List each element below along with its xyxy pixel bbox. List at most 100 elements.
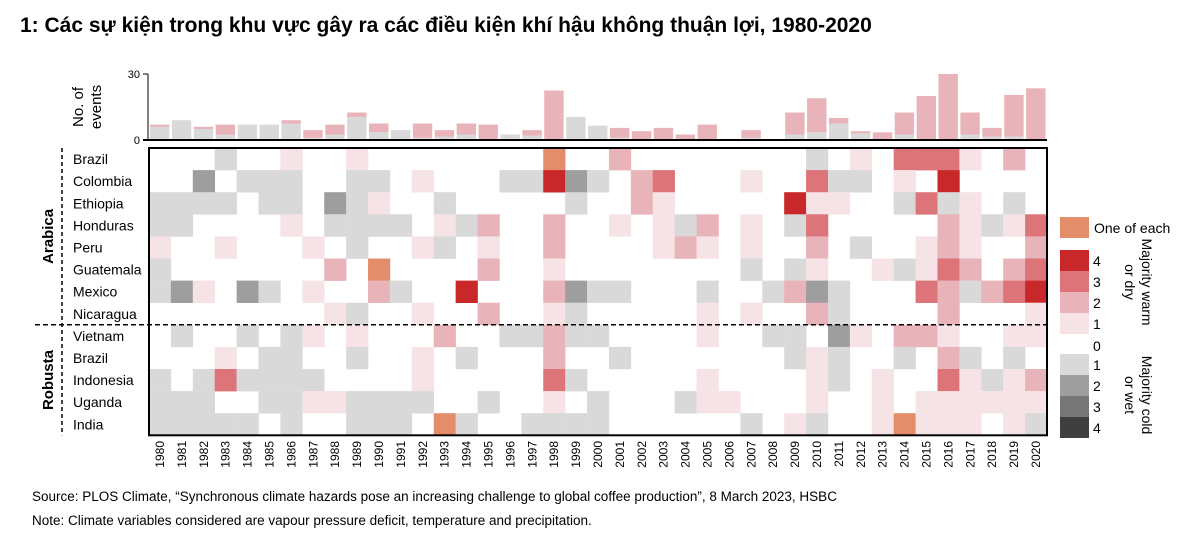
heatmap-cell-india-2016 — [937, 413, 960, 436]
heatmap-cell-vietnam-1989 — [346, 324, 369, 348]
x-tick-label-2013: 2013 — [876, 441, 890, 468]
heatmap-cell-honduras-2017 — [959, 214, 982, 237]
x-tick-label-2005: 2005 — [701, 441, 715, 468]
legend-swatch-cold-1 — [1060, 354, 1089, 375]
heatmap-cell-indonesia-1998 — [543, 369, 566, 392]
group-label-robusta: Robusta — [40, 349, 57, 410]
x-tick-label-1988: 1988 — [328, 441, 342, 468]
heatmap-cell-brazil-2019 — [1003, 148, 1026, 171]
heatmap-cell-nicaragua-1992 — [411, 302, 435, 326]
heatmap-cell-ethiopia-1981 — [170, 192, 194, 215]
heatmap-cell-indonesia-1999 — [565, 369, 588, 392]
heatmap-cell-colombia-1998 — [543, 170, 566, 193]
x-tick-label-1996: 1996 — [503, 441, 517, 468]
x-tick-label-1985: 1985 — [262, 441, 276, 468]
x-tick-label-1986: 1986 — [284, 441, 298, 468]
heatmap-cell-guatemala-1988 — [324, 258, 347, 281]
bar-warm-1994 — [456, 123, 477, 135]
x-tick-label-1980: 1980 — [153, 441, 167, 468]
heatmap-cell-honduras-2003 — [652, 214, 675, 237]
y-axis-label: events — [88, 85, 105, 129]
heatmap-cell-brazil-2019 — [1003, 346, 1026, 370]
heatmap-cell-colombia-2007 — [740, 170, 763, 193]
heatmap-cell-brazil-1998 — [543, 148, 566, 171]
heatmap-cell-uganda-2016 — [937, 391, 960, 414]
x-tick-label-2000: 2000 — [591, 441, 605, 468]
legend-swatch-cold-2 — [1060, 375, 1089, 396]
heatmap-cell-ethiopia-2011 — [827, 192, 851, 215]
heatmap-cell-vietnam-1984 — [236, 324, 259, 348]
heatmap-cell-brazil-2010 — [806, 346, 829, 370]
heatmap-cell-honduras-1998 — [543, 214, 566, 237]
heatmap-cell-colombia-1984 — [236, 170, 259, 193]
heatmap-cell-honduras-1981 — [170, 214, 194, 237]
heatmap-cell-india-1984 — [236, 413, 259, 436]
heatmap-cell-nicaragua-2020 — [1025, 302, 1048, 326]
heatmap-cell-guatemala-2016 — [937, 258, 960, 281]
heatmap-cell-guatemala-1980 — [149, 258, 172, 281]
legend-swatch-cold-3 — [1060, 396, 1089, 417]
heatmap-cell-brazil-1992 — [411, 346, 435, 370]
x-tick-label-1987: 1987 — [306, 441, 320, 468]
heatmap-cell-honduras-2018 — [981, 214, 1004, 237]
bar-cold-1989 — [347, 116, 367, 140]
heatmap-cell-ethiopia-2016 — [937, 192, 960, 215]
heatmap-cell-uganda-1988 — [324, 391, 347, 414]
heatmap-cell-colombia-2016 — [937, 170, 960, 193]
legend-label-cold-3: 3 — [1093, 399, 1101, 415]
x-tick-label-2003: 2003 — [657, 441, 671, 468]
bar-cold-2019 — [1004, 136, 1024, 140]
heatmap-cell-guatemala-2009 — [784, 258, 807, 281]
heatmap-cell-nicaragua-2011 — [827, 302, 851, 326]
heatmap-cell-mexico-2020 — [1025, 280, 1048, 303]
heatmap-cell-ethiopia-2014 — [893, 192, 916, 215]
heatmap-cell-mexico-2010 — [806, 280, 829, 303]
heatmap-cell-guatemala-2010 — [806, 258, 829, 281]
row-label-peru: Peru — [73, 239, 103, 255]
legend-label-cold-1: 1 — [1093, 357, 1101, 373]
bar-warm-2007 — [741, 130, 761, 138]
row-label-mexico: Mexico — [73, 284, 118, 300]
heatmap-cell-peru-1998 — [543, 236, 566, 259]
heatmap-cell-vietnam-1999 — [565, 324, 588, 348]
heatmap-cell-india-1990 — [368, 413, 391, 436]
bar-warm-1998 — [544, 90, 564, 140]
heatmap-cell-honduras-2007 — [740, 214, 763, 237]
heatmap-cell-peru-1993 — [433, 236, 456, 259]
heatmap-cell-indonesia-2020 — [1025, 369, 1048, 392]
heatmap-cell-india-1986 — [280, 413, 303, 436]
bar-warm-1997 — [522, 130, 542, 136]
row-label-ethiopia: Ethiopia — [73, 195, 124, 211]
heatmap-cell-colombia-2003 — [652, 170, 675, 193]
heatmap-cell-brazil-2016 — [937, 148, 960, 171]
heatmap-cell-mexico-2018 — [981, 280, 1004, 303]
heatmap-cell-colombia-1992 — [411, 170, 435, 193]
heatmap-cell-uganda-2000 — [587, 391, 610, 414]
row-label-guatemala: Guatemala — [73, 262, 142, 278]
heatmap-cell-guatemala-2017 — [959, 258, 982, 281]
heatmap-cell-india-2007 — [740, 413, 763, 436]
row-label-india: India — [73, 416, 104, 432]
heatmap-cell-uganda-1987 — [302, 391, 325, 414]
heatmap-cell-guatemala-2013 — [871, 258, 894, 281]
heatmap-cell-india-2017 — [959, 413, 982, 436]
x-tick-label-1993: 1993 — [438, 441, 452, 468]
x-tick-label-2012: 2012 — [854, 441, 868, 468]
heatmap-cell-uganda-2015 — [915, 391, 938, 414]
heatmap-cell-indonesia-1980 — [149, 369, 172, 392]
heatmap-cell-peru-1992 — [411, 236, 435, 259]
heatmap-cell-peru-2017 — [959, 236, 982, 259]
heatmap-cell-indonesia-2019 — [1003, 369, 1026, 392]
bar-cold-1991 — [390, 130, 411, 140]
row-label-brazil: Brazil — [73, 151, 108, 167]
bar-cold-1988 — [325, 134, 345, 140]
legend-swatch-cold-4 — [1060, 417, 1089, 438]
heatmap-cell-colombia-2012 — [849, 170, 873, 193]
heatmap-cell-uganda-2020 — [1025, 391, 1048, 414]
heatmap-cell-india-1982 — [192, 413, 216, 436]
row-label-vietnam: Vietnam — [73, 328, 124, 344]
heatmap-cell-honduras-1986 — [280, 214, 303, 237]
x-tick-label-2004: 2004 — [679, 441, 693, 468]
y-tick-label: 30 — [128, 69, 140, 81]
heatmap-cell-ethiopia-2009 — [784, 192, 807, 215]
